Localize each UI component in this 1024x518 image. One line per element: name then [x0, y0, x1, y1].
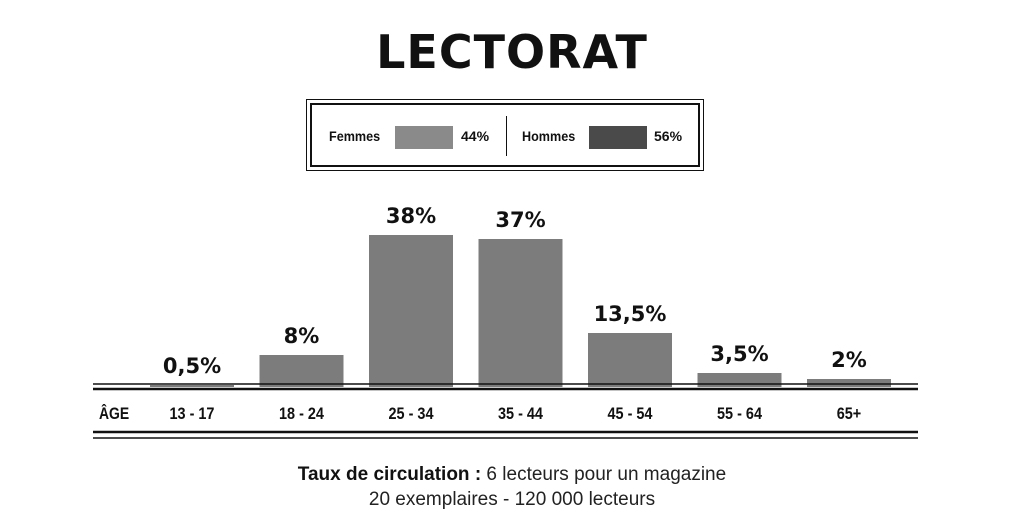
- value-label-1: 0,5%: [163, 354, 221, 378]
- tick-label-1: 13 - 17: [170, 405, 215, 423]
- tick-label-4: 35 - 44: [498, 405, 543, 423]
- legend-swatch-female: [395, 126, 453, 149]
- chart-title: LECTORAT: [376, 25, 648, 79]
- bar-6: [697, 373, 782, 387]
- bar-7: [807, 379, 891, 387]
- bar-chart: 0,5% 8% 38% 37% 13,5% 3,5% 2% ÂGE 13 - 17 18 - 24…: [93, 204, 918, 439]
- value-label-5: 13,5%: [594, 302, 667, 326]
- legend-swatch-male: [589, 126, 647, 149]
- caption: Taux de circulation : 6 lecteurs pour un…: [0, 462, 1024, 512]
- value-label-4: 37%: [495, 208, 545, 232]
- value-label-6: 3,5%: [710, 342, 768, 366]
- caption-bold: Taux de circulation :: [297, 464, 482, 485]
- legend-label-male: Hommes: [522, 128, 576, 144]
- caption-line-1-text: 6 lecteurs pour un magazine: [481, 464, 727, 485]
- caption-line-2: 20 exemplaires - 120 000 lecteurs: [368, 489, 656, 510]
- tick-label-7: 65+: [837, 405, 862, 423]
- legend-percent-male: 56%: [654, 128, 683, 144]
- tick-label-3: 25 - 34: [389, 405, 434, 423]
- value-label-3: 38%: [386, 204, 436, 228]
- x-axis-label: ÂGE: [99, 404, 129, 424]
- legend-separator: [506, 116, 507, 156]
- tick-label-2: 18 - 24: [279, 405, 324, 423]
- legend-percent-female: 44%: [461, 128, 490, 144]
- legend-inner-border: [310, 103, 700, 167]
- tick-label-6: 55 - 64: [717, 405, 762, 423]
- legend: Femmes 44% Hommes 56%: [306, 99, 704, 171]
- bar-3: [369, 235, 453, 387]
- tick-label-5: 45 - 54: [608, 405, 653, 423]
- value-label-2: 8%: [284, 324, 320, 348]
- bar-4: [478, 239, 563, 387]
- bar-2: [259, 355, 344, 387]
- legend-label-female: Femmes: [329, 128, 381, 144]
- value-label-7: 2%: [831, 348, 867, 372]
- bar-1: [150, 385, 234, 387]
- caption-line-1: Taux de circulation : 6 lecteurs pour un…: [0, 462, 1024, 487]
- bar-5: [588, 333, 672, 387]
